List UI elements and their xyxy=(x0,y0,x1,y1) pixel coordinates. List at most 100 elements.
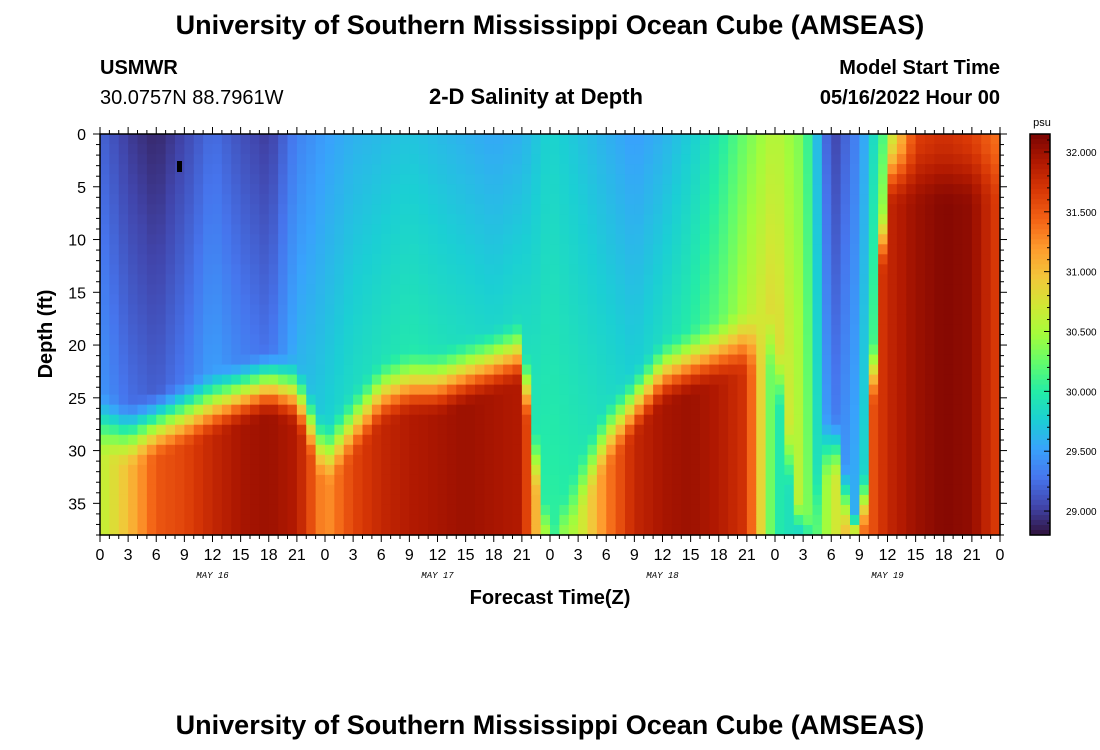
heatmap-cell xyxy=(606,184,617,195)
heatmap-cell xyxy=(512,214,523,225)
heatmap-cell xyxy=(821,194,832,205)
heatmap-cell xyxy=(746,494,757,506)
y-tick-label: 30 xyxy=(68,444,86,461)
heatmap-cell xyxy=(971,504,982,516)
heatmap-cell xyxy=(362,314,373,326)
heatmap-cell xyxy=(446,474,457,486)
station-name: USMWR xyxy=(100,57,178,79)
heatmap-cell xyxy=(568,514,579,526)
heatmap-cell xyxy=(175,434,185,446)
heatmap-cell xyxy=(615,304,626,316)
heatmap-cell xyxy=(268,224,279,235)
heatmap-cell xyxy=(728,264,739,275)
heatmap-cell xyxy=(465,174,476,185)
heatmap-cell xyxy=(250,344,260,356)
heatmap-cell xyxy=(390,204,401,215)
heatmap-cell xyxy=(784,454,795,466)
heatmap-cell xyxy=(840,204,851,215)
heatmap-cell xyxy=(268,134,279,145)
heatmap-cell xyxy=(746,184,757,195)
heatmap-cell xyxy=(953,424,964,436)
heatmap-cell xyxy=(587,284,598,296)
heatmap-cell xyxy=(943,174,954,185)
heatmap-cell xyxy=(700,474,710,486)
heatmap-cell xyxy=(831,524,842,536)
x-tick-label: 15 xyxy=(232,547,250,564)
heatmap-cell xyxy=(100,184,110,195)
heatmap-cell xyxy=(240,194,251,205)
heatmap-cell xyxy=(240,204,251,215)
heatmap-cell xyxy=(887,144,898,155)
heatmap-cell xyxy=(812,194,823,205)
heatmap-cell xyxy=(315,524,326,536)
heatmap-cell xyxy=(325,364,335,376)
heatmap-cell xyxy=(821,134,832,145)
heatmap-cell xyxy=(165,154,176,165)
heatmap-cell xyxy=(587,234,598,245)
heatmap-cell xyxy=(540,374,551,386)
heatmap-cell xyxy=(259,474,270,486)
heatmap-cell xyxy=(793,494,804,506)
heatmap-cell xyxy=(540,254,551,265)
heatmap-cell xyxy=(381,394,392,406)
heatmap-cell xyxy=(971,454,982,466)
heatmap-cell xyxy=(428,284,439,296)
heatmap-cell xyxy=(278,424,289,436)
heatmap-cell xyxy=(578,194,589,205)
heatmap-cell xyxy=(681,234,692,245)
heatmap-cell xyxy=(878,284,889,296)
heatmap-cell xyxy=(315,344,326,356)
heatmap-cell xyxy=(634,284,645,296)
heatmap-cell xyxy=(934,504,945,516)
heatmap-cell xyxy=(700,514,710,526)
heatmap-cell xyxy=(915,524,926,536)
heatmap-cell xyxy=(850,404,860,416)
heatmap-cell xyxy=(493,384,504,396)
heatmap-cell xyxy=(137,464,148,476)
heatmap-cell xyxy=(568,414,579,426)
heatmap-cell xyxy=(671,204,682,215)
heatmap-cell xyxy=(521,444,532,456)
heatmap-cell xyxy=(465,164,476,175)
heatmap-cell xyxy=(634,354,645,366)
heatmap-cell xyxy=(943,164,954,175)
heatmap-cell xyxy=(475,204,485,215)
heatmap-cell xyxy=(540,194,551,205)
heatmap-cell xyxy=(418,444,429,456)
heatmap-cell xyxy=(343,354,354,366)
heatmap-cell xyxy=(362,444,373,456)
heatmap-cell xyxy=(746,194,757,205)
heatmap-cell xyxy=(681,484,692,496)
heatmap-cell xyxy=(109,244,120,255)
heatmap-cell xyxy=(315,464,326,476)
heatmap-cell xyxy=(775,494,785,506)
heatmap-cell xyxy=(606,174,617,185)
heatmap-cell xyxy=(156,424,167,436)
heatmap-cell xyxy=(934,174,945,185)
heatmap-cell xyxy=(953,294,964,306)
heatmap-cell xyxy=(100,394,110,406)
heatmap-cell xyxy=(128,474,139,486)
heatmap-cell xyxy=(718,384,729,396)
heatmap-cell xyxy=(193,154,204,165)
heatmap-cell xyxy=(671,264,682,275)
heatmap-cell xyxy=(596,154,607,165)
colorbar-tick-label: 29.000 xyxy=(1066,507,1097,518)
heatmap-cell xyxy=(915,444,926,456)
heatmap-cell xyxy=(325,414,335,426)
heatmap-cell xyxy=(343,224,354,235)
heatmap-cell xyxy=(203,354,214,366)
heatmap-cell xyxy=(278,354,289,366)
heatmap-cell xyxy=(662,264,673,275)
heatmap-cell xyxy=(690,394,701,406)
heatmap-cell xyxy=(971,174,982,185)
heatmap-cell xyxy=(681,354,692,366)
heatmap-cell xyxy=(934,364,945,376)
heatmap-cell xyxy=(662,424,673,436)
heatmap-cell xyxy=(540,274,551,285)
heatmap-cell xyxy=(503,304,514,316)
heatmap-cell xyxy=(775,164,785,175)
heatmap-cell xyxy=(671,254,682,265)
heatmap-cell xyxy=(100,364,110,376)
heatmap-cell xyxy=(775,394,785,406)
